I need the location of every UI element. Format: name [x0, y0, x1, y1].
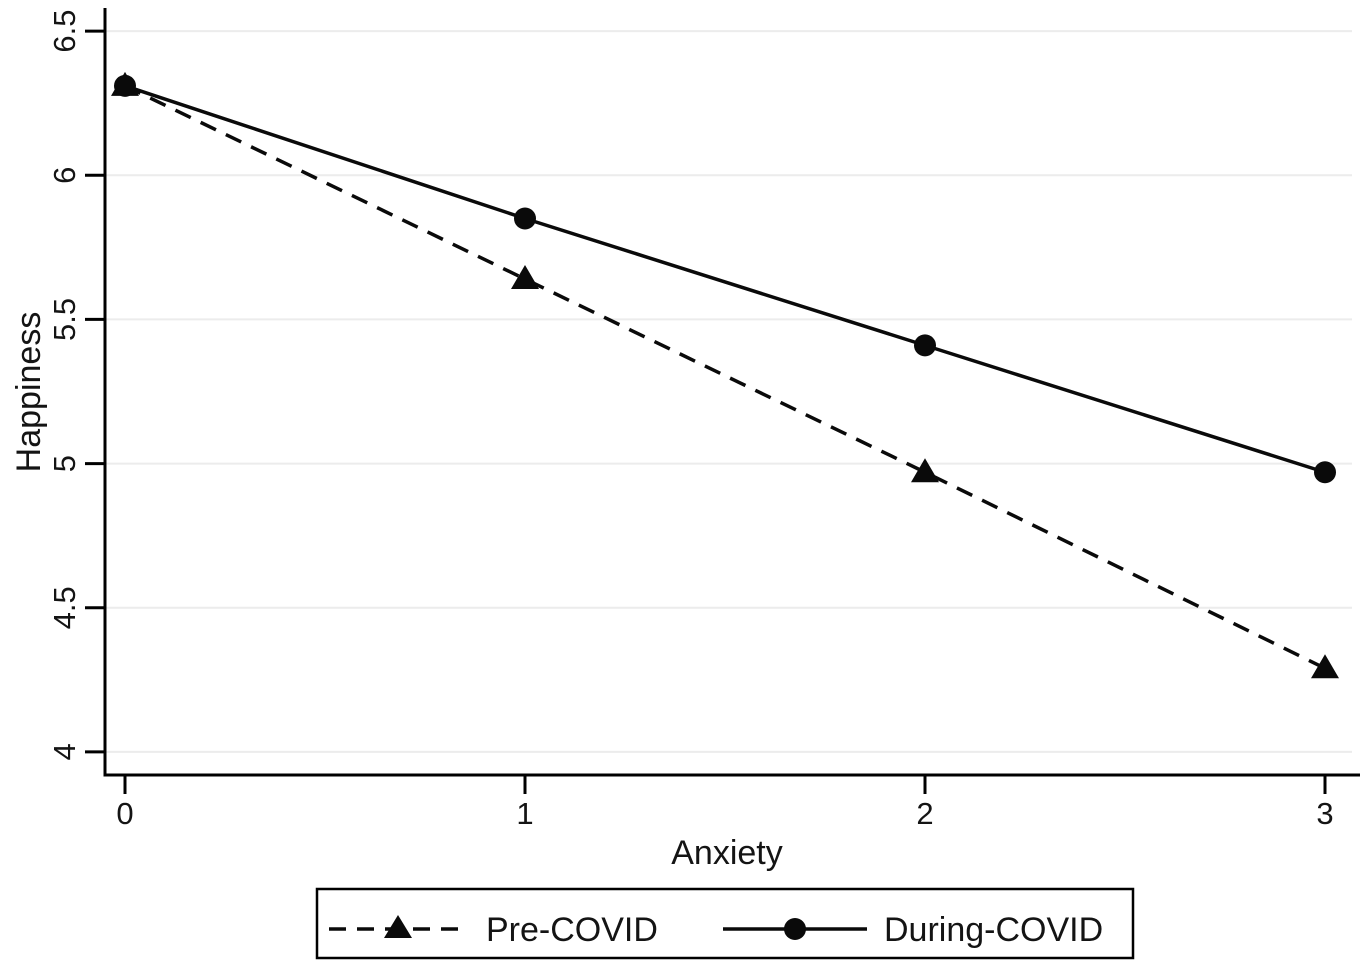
marker-triangle-pre-covid	[511, 265, 539, 290]
legend-entry-pre-covid: Pre-COVID	[329, 911, 658, 949]
legend-circle-marker-icon	[784, 918, 806, 940]
y-axis-title: Happiness	[10, 312, 48, 473]
axes-layer: 4 4.5 5 5.5 6 6.5 0 1 2 3	[47, 8, 1360, 831]
y-tick-label: 5.5	[47, 298, 82, 341]
y-tick-label: 6	[47, 167, 82, 184]
series-line-pre-covid	[124, 84, 1326, 670]
y-tick-label: 5	[47, 455, 82, 472]
series-layer	[111, 71, 1339, 679]
marker-circle-during-covid	[114, 74, 136, 97]
legend: Pre-COVID During-COVID	[315, 887, 1135, 960]
x-tick-label: 3	[1316, 796, 1333, 831]
x-tick-label: 0	[116, 796, 133, 831]
y-tick-label: 6.5	[47, 10, 82, 53]
marker-triangle-pre-covid	[1311, 654, 1339, 679]
x-tick-label: 2	[916, 796, 933, 831]
gridlines-layer	[106, 30, 1352, 753]
y-tick-label: 4	[47, 743, 82, 760]
x-tick-label: 1	[516, 796, 533, 831]
legend-label-pre-covid: Pre-COVID	[486, 911, 658, 949]
series-line-during-covid	[124, 84, 1326, 474]
legend-triangle-marker-icon	[384, 915, 412, 938]
marker-triangle-pre-covid	[911, 458, 939, 483]
legend-box	[315, 887, 1135, 960]
marker-circle-during-covid	[914, 334, 936, 357]
x-axis-title: Anxiety	[671, 834, 783, 872]
legend-label-during-covid: During-COVID	[884, 911, 1103, 949]
marker-circle-during-covid	[514, 207, 536, 230]
y-tick-label: 4.5	[47, 586, 82, 629]
marker-circle-during-covid	[1314, 461, 1336, 484]
legend-entry-during-covid: During-COVID	[723, 911, 1103, 949]
